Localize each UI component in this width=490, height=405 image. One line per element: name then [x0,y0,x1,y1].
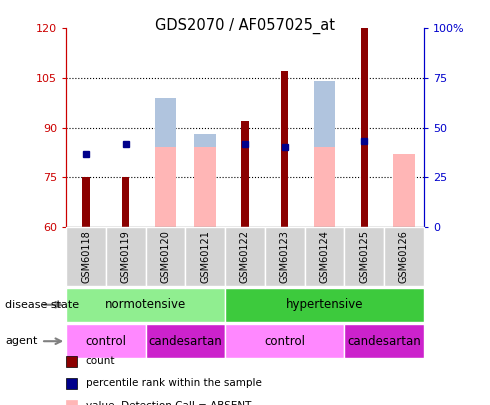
Bar [384,227,424,286]
Text: control: control [85,335,126,348]
Text: candesartan: candesartan [148,335,222,348]
Bar [146,227,185,286]
Text: hypertensive: hypertensive [286,298,363,311]
Bar [314,81,336,227]
Text: agent: agent [5,336,37,346]
Bar [195,134,216,227]
Text: value, Detection Call = ABSENT: value, Detection Call = ABSENT [86,401,251,405]
Bar [154,98,176,147]
Bar [314,81,336,147]
Bar [225,288,424,322]
Text: disease state: disease state [5,300,79,310]
Bar [154,98,176,227]
Text: GSM60124: GSM60124 [319,230,329,283]
Text: GSM60125: GSM60125 [359,230,369,283]
Text: percentile rank within the sample: percentile rank within the sample [86,378,262,388]
Bar [82,177,90,227]
Bar [185,227,225,286]
Bar [195,134,216,147]
Text: control: control [264,335,305,348]
Bar [281,71,288,227]
Text: GSM60119: GSM60119 [121,230,131,283]
Text: normotensive: normotensive [105,298,186,311]
Bar [344,227,384,286]
Bar [66,324,146,358]
Text: GSM60120: GSM60120 [161,230,171,283]
Text: candesartan: candesartan [347,335,421,348]
Text: count: count [86,356,115,366]
Text: GSM60121: GSM60121 [200,230,210,283]
Bar [146,324,225,358]
Bar [66,288,225,322]
Bar [393,154,415,227]
Bar [225,227,265,286]
Text: GSM60126: GSM60126 [399,230,409,283]
Bar [225,324,344,358]
Text: GSM60118: GSM60118 [81,230,91,283]
Text: GSM60123: GSM60123 [280,230,290,283]
Bar [66,227,106,286]
Bar [122,177,129,227]
Bar [265,227,305,286]
Text: GSM60122: GSM60122 [240,230,250,283]
Bar [344,324,424,358]
Text: GDS2070 / AF057025_at: GDS2070 / AF057025_at [155,18,335,34]
Bar [361,28,368,227]
Bar [106,227,146,286]
Bar [242,121,248,227]
Bar [305,227,344,286]
